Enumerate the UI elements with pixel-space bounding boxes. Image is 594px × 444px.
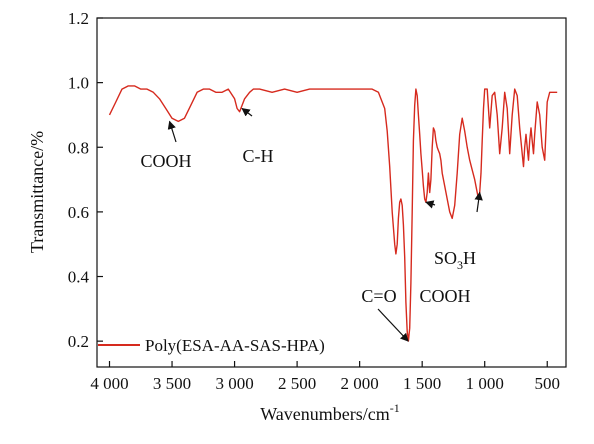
annotation-label: COOH [419,286,470,306]
legend: Poly(ESA-AA-SAS-HPA) [98,336,325,355]
x-axis-label-sup: -1 [390,401,400,415]
annotation-label: COOH [140,151,191,171]
annotation-arrow [241,107,253,117]
annotation-label: SO3H [434,248,476,272]
y-tick-label: 1.0 [68,74,89,93]
y-tick-label: 0.8 [68,138,89,157]
annotations: COOH C-H C=O COOH SO3H [140,107,483,342]
y-tick-label: 0.6 [68,203,89,222]
annotation-label: C-H [243,146,274,166]
annotation-text-sub: 3 [457,258,463,272]
annotation-arrow [377,308,409,342]
y-tick-label: 0.2 [68,332,89,351]
annotation-arrow [474,191,483,213]
x-tick-label: 2 000 [341,374,379,393]
series-line-0 [108,85,558,342]
x-tick-label: 3 500 [153,374,191,393]
series-layer [108,85,558,342]
x-tick-label: 2 500 [278,374,316,393]
annotation-text-main: SO [434,248,457,268]
x-axis: 4 000 3 500 3 000 2 500 2 000 1 500 1 000 500 [90,361,560,393]
annotation-text-tail: H [463,248,476,268]
y-tick-label: 0.4 [68,268,90,287]
x-tick-label: 1 500 [403,374,441,393]
x-axis-label: Wavenumbers/cm-1 [260,401,400,424]
x-tick-label: 1 000 [466,374,504,393]
y-axis: 0.2 0.4 0.6 0.8 1.0 1.2 [68,9,103,351]
annotation-arrow [425,200,436,209]
annotation-arrow [167,120,177,143]
plot-frame [96,17,567,368]
y-axis-label: Transmittance/% [27,131,47,253]
y-tick-label: 1.2 [68,9,89,28]
x-tick-label: 500 [534,374,560,393]
x-tick-label: 3 000 [215,374,253,393]
annotation-label: C=O [361,286,396,306]
legend-label: Poly(ESA-AA-SAS-HPA) [145,336,325,355]
x-axis-label-main: Wavenumbers/cm [260,404,390,424]
x-tick-label: 4 000 [90,374,128,393]
